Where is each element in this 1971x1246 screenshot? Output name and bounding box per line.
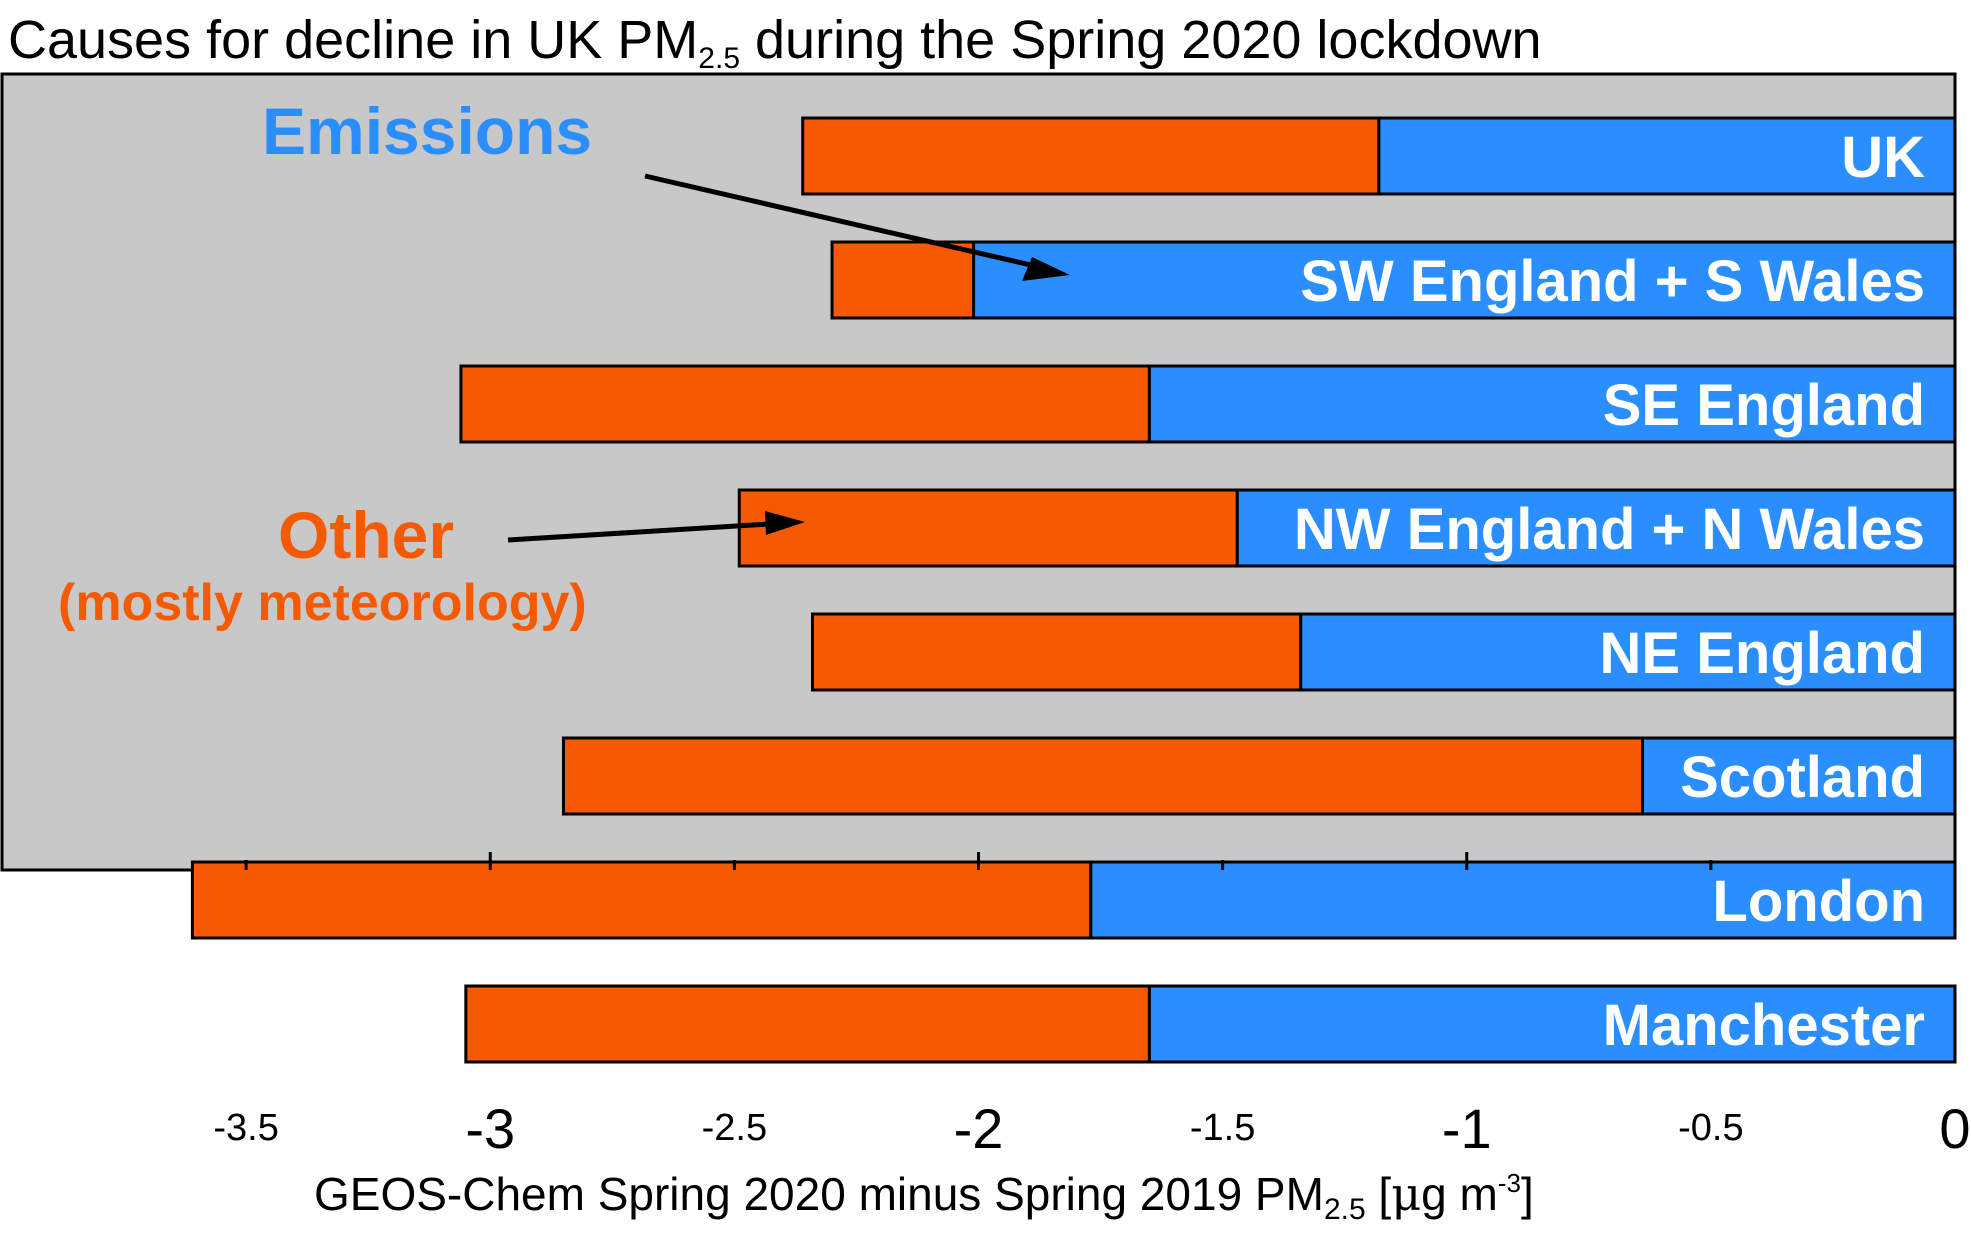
emissions-arrow-head xyxy=(1022,257,1070,281)
bar-other xyxy=(810,612,1303,692)
bar-other xyxy=(190,860,1093,940)
bar-label: NW England + N Wales xyxy=(1294,497,1925,562)
x-axis-label: GEOS-Chem Spring 2020 minus Spring 2019 … xyxy=(314,1167,1534,1226)
bar-row: NW England + N Wales xyxy=(737,488,1957,568)
bar-emissions xyxy=(1299,612,1957,692)
bar-emissions xyxy=(1235,488,1957,568)
x-axis-label-units-mid: g m xyxy=(1421,1168,1498,1220)
emissions-arrow-shaft xyxy=(644,173,1036,269)
bar-other xyxy=(561,736,1645,816)
bars-group: UK SW England + S Wales SE England NW Engla… xyxy=(190,116,1957,1064)
other-arrow-shaft xyxy=(507,521,771,543)
bar-other xyxy=(801,116,1381,196)
bar-label: SE England xyxy=(1603,373,1925,438)
bar-other xyxy=(464,984,1151,1064)
minor-tick-label: -1.5 xyxy=(1190,1107,1255,1149)
bar-emissions xyxy=(1089,860,1957,940)
bar-row: Manchester xyxy=(464,984,1957,1064)
x-axis-label-mu: μ xyxy=(1391,1167,1421,1221)
bar-emissions xyxy=(1147,364,1957,444)
bar-emissions xyxy=(972,240,1957,320)
chart-title-subscript: 2.5 xyxy=(698,42,740,75)
minor-tick-label: -2.5 xyxy=(702,1107,767,1149)
x-axis-label-units-close: ] xyxy=(1521,1168,1534,1220)
x-axis-label-prefix: GEOS-Chem Spring 2020 minus Spring 2019 … xyxy=(314,1168,1324,1220)
bar-label: SW England + S Wales xyxy=(1300,249,1925,314)
bar-row: SW England + S Wales xyxy=(830,240,1957,320)
x-axis: -3 -2 -1 0 -3.5 -2.5 -1.5 -0.5 xyxy=(213,852,1971,1160)
bar-label: UK xyxy=(1841,125,1925,190)
chart-title-suffix: during the Spring 2020 lockdown xyxy=(740,10,1542,70)
bar-label: NE England xyxy=(1600,621,1925,686)
major-tick-label: -3 xyxy=(465,1097,515,1160)
major-tick-label: 0 xyxy=(1939,1097,1970,1160)
major-tick-label: -2 xyxy=(954,1097,1004,1160)
other-annotation-subtext: (mostly meteorology) xyxy=(58,574,587,632)
bar-other xyxy=(830,240,976,320)
bar-label: Scotland xyxy=(1680,745,1925,810)
bar-other xyxy=(737,488,1239,568)
bar-row: London xyxy=(190,860,1957,940)
bar-label: Manchester xyxy=(1603,993,1925,1058)
bar-row: SE England xyxy=(459,364,1957,444)
bar-row: UK xyxy=(801,116,1957,196)
x-axis-label-subscript: 2.5 xyxy=(1324,1193,1366,1226)
emissions-annotation: Emissions xyxy=(262,94,592,168)
chart-title-prefix: Causes for decline in UK PM xyxy=(8,10,698,70)
x-axis-label-superscript: -3 xyxy=(1498,1168,1521,1198)
minor-tick-label: -0.5 xyxy=(1678,1107,1743,1149)
other-annotation: Other xyxy=(278,498,454,572)
bar-label: London xyxy=(1712,869,1925,934)
minor-tick-label: -3.5 xyxy=(213,1107,278,1149)
x-axis-label-units-open: [ xyxy=(1366,1168,1392,1220)
bar-other xyxy=(459,364,1151,444)
bar-emissions xyxy=(1147,984,1957,1064)
major-tick-label: -1 xyxy=(1442,1097,1492,1160)
bar-emissions xyxy=(1377,116,1957,196)
bar-row: NE England xyxy=(810,612,1957,692)
bar-row: Scotland xyxy=(561,736,1957,816)
bar-emissions xyxy=(1641,736,1957,816)
chart-title: Causes for decline in UK PM2.5 during th… xyxy=(8,10,1542,75)
other-arrow-head xyxy=(765,511,805,535)
